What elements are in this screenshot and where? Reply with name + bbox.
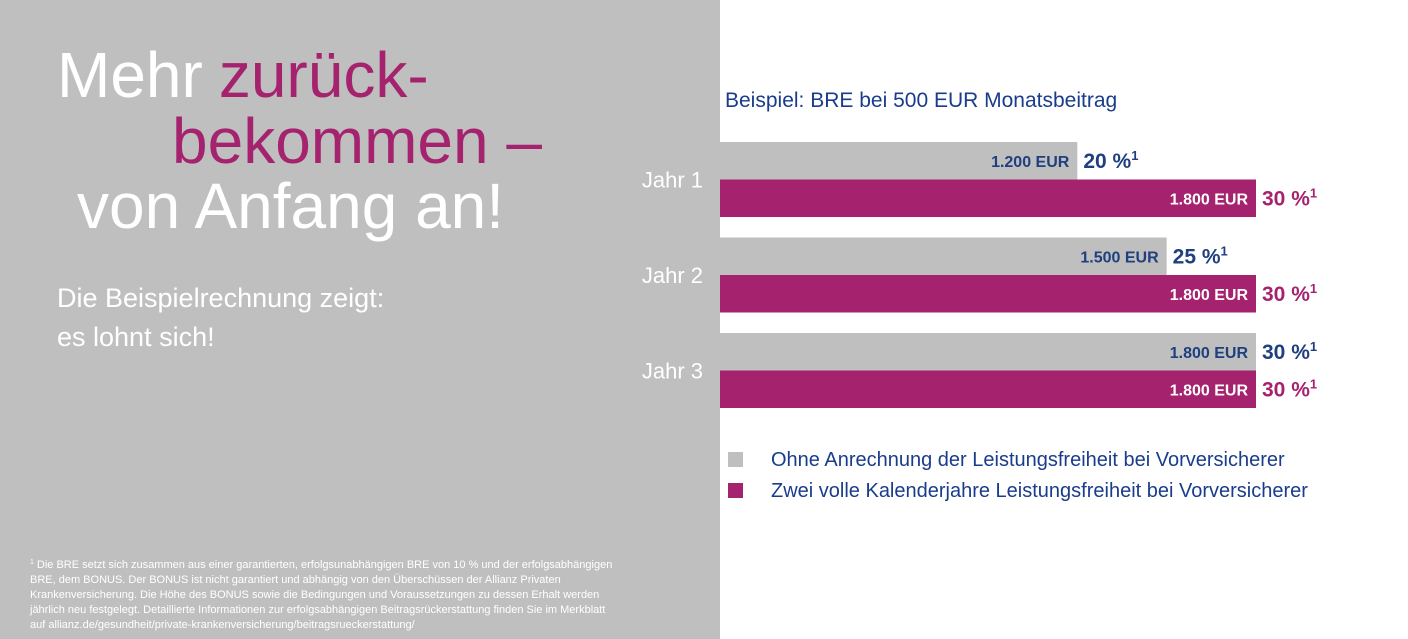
- percent-value: 25 %: [1173, 245, 1221, 268]
- value-label: 1.800 EUR: [1170, 345, 1249, 362]
- bar: [720, 333, 1256, 371]
- bar: [720, 237, 1167, 275]
- footnote-text: auf allianz.de/gesundheit/private-kranke…: [30, 619, 416, 631]
- footnote-marker: 1: [1310, 376, 1317, 391]
- footnote-text: jährlich neu festgelegt. Detaillierte In…: [29, 604, 605, 616]
- value-label: 1.800 EUR: [1170, 382, 1249, 399]
- headline-word: zurück-: [219, 39, 429, 111]
- value-label: 1.800 EUR: [1170, 191, 1249, 208]
- footnote-text: BRE, dem BONUS. Der BONUS ist nicht gara…: [30, 574, 561, 586]
- percent-value: 30 %: [1262, 378, 1310, 401]
- footnote-marker: 1: [1310, 185, 1317, 200]
- legend-label: Zwei volle Kalenderjahre Leistungsfreihe…: [771, 480, 1308, 502]
- category-label: Jahr 3: [642, 359, 703, 384]
- percent-label: 30 %1: [1262, 281, 1317, 306]
- percent-label: 25 %1: [1173, 243, 1228, 268]
- footnote-line: BRE, dem BONUS. Der BONUS ist nicht gara…: [30, 574, 561, 586]
- footnote-marker: 1: [1310, 281, 1317, 296]
- footnote-text: Krankenversicherung. Die Höhe des BONUS …: [30, 589, 599, 601]
- bar: [720, 275, 1256, 313]
- legend-label: Ohne Anrechnung der Leistungsfreiheit be…: [771, 449, 1285, 471]
- footnote-marker: 1: [1310, 339, 1317, 354]
- footnote-line: 1 Die BRE setzt sich zusammen aus einer g…: [30, 559, 612, 571]
- footnote-line: auf allianz.de/gesundheit/private-kranke…: [30, 619, 416, 631]
- footnote-line: jährlich neu festgelegt. Detaillierte In…: [29, 604, 605, 616]
- legend-swatch: [728, 483, 743, 498]
- bar: [720, 179, 1256, 217]
- percent-value: 30 %: [1262, 283, 1310, 306]
- left-panel: [0, 0, 720, 639]
- value-label: 1.500 EUR: [1080, 249, 1159, 266]
- bar: [720, 142, 1078, 180]
- percent-label: 30 %1: [1262, 339, 1317, 364]
- category-label: Jahr 1: [642, 168, 703, 193]
- value-label: 1.800 EUR: [1170, 287, 1249, 304]
- chart-title: Beispiel: BRE bei 500 EUR Monatsbeitrag: [725, 89, 1117, 112]
- value-label: 1.200 EUR: [991, 154, 1070, 171]
- subtitle-line: Die Beispielrechnung zeigt:: [57, 283, 384, 313]
- legend-swatch: [728, 452, 743, 467]
- footnote-text: Die BRE setzt sich zusammen aus einer ga…: [37, 559, 612, 571]
- percent-label: 20 %1: [1083, 148, 1138, 173]
- headline-line: bekommen –: [172, 105, 542, 177]
- footnote-marker: 1: [30, 559, 34, 566]
- footnote: 1 Die BRE setzt sich zusammen aus einer g…: [29, 559, 612, 631]
- headline-line: von Anfang an!: [77, 170, 504, 242]
- footnote-marker: 1: [1221, 243, 1228, 258]
- percent-label: 30 %1: [1262, 376, 1317, 401]
- footnote-line: Krankenversicherung. Die Höhe des BONUS …: [30, 589, 599, 601]
- percent-value: 30 %: [1262, 187, 1310, 210]
- headline-word: Mehr: [57, 39, 203, 111]
- subtitle-line: es lohnt sich!: [57, 322, 215, 352]
- percent-label: 30 %1: [1262, 185, 1317, 210]
- category-label: Jahr 2: [642, 263, 703, 288]
- percent-value: 20 %: [1083, 150, 1131, 173]
- percent-value: 30 %: [1262, 341, 1310, 364]
- headline-line: Mehr zurück-: [57, 39, 429, 111]
- bar: [720, 370, 1256, 408]
- footnote-marker: 1: [1131, 148, 1138, 163]
